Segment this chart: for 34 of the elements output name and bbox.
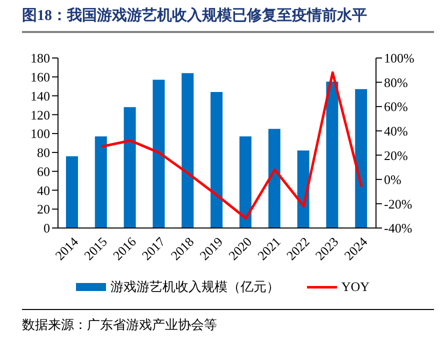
bar xyxy=(326,82,338,228)
y2-tick-label: -40% xyxy=(384,220,412,236)
y-tick-label: 180 xyxy=(30,50,50,66)
bar xyxy=(152,80,165,228)
y2-tick-label: 0% xyxy=(384,172,402,188)
bar xyxy=(239,136,252,228)
y2-tick-label: -20% xyxy=(384,196,412,212)
y2-tick-label: 100% xyxy=(384,50,414,66)
bar xyxy=(182,73,194,228)
source-note: 数据来源：广东省游戏产业协会等 xyxy=(22,316,217,334)
y-tick-label: 140 xyxy=(30,88,50,104)
legend-label: YOY xyxy=(341,279,370,295)
y2-tick-label: 80% xyxy=(384,74,408,90)
y-tick-label: 160 xyxy=(30,70,50,85)
bar xyxy=(66,156,78,228)
chart-title: 图18：我国游戏游艺机收入规模已修复至疫情前水平 xyxy=(22,6,367,25)
y-tick-label: 60 xyxy=(37,164,50,179)
bar xyxy=(268,128,280,228)
y-tick-label: 0 xyxy=(44,220,50,236)
bar xyxy=(94,136,107,228)
y-tick-label: 120 xyxy=(30,107,50,122)
y-tick-label: 80 xyxy=(37,145,50,160)
line-series xyxy=(100,71,363,220)
y2-tick-label: 20% xyxy=(384,148,408,163)
y2-tick-label: 40% xyxy=(384,123,408,138)
y-tick-label: 100 xyxy=(30,126,50,142)
bar xyxy=(124,107,136,228)
y2-tick-label: 60% xyxy=(384,99,408,114)
x-tick-label: 2021 xyxy=(254,234,284,264)
y-tick-label: 20 xyxy=(37,202,50,217)
legend-label: 游戏游艺机收入规模（亿元） xyxy=(110,278,280,296)
bar xyxy=(355,89,368,228)
bar xyxy=(210,92,223,228)
y-tick-label: 40 xyxy=(37,182,50,198)
